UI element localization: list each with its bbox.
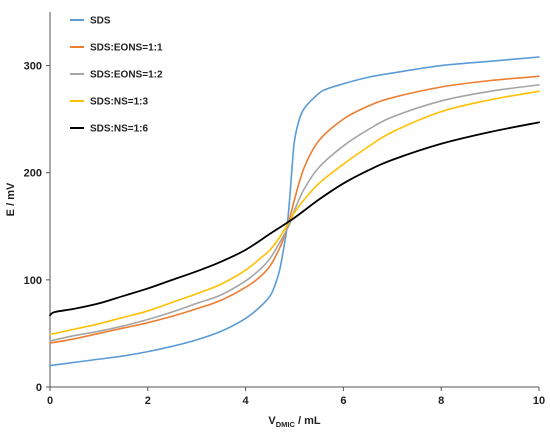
y-tick-label: 200: [24, 168, 42, 180]
legend-item: SDS:EONS=1:1: [70, 43, 163, 54]
y-ticks: 0 100 200 300: [24, 61, 50, 394]
x-tick-label: 0: [47, 395, 53, 407]
series-line-1: [49, 56, 540, 367]
series-line-4: [49, 90, 540, 336]
x-tick-label: 6: [340, 395, 346, 407]
x-tick-label: 10: [533, 395, 545, 407]
x-axis-label-main: V: [268, 415, 276, 427]
series-line-2: [49, 75, 540, 344]
legend-item: SDS:NS=1:3: [70, 97, 149, 108]
x-tick-label: 2: [145, 395, 151, 407]
y-tick-label: 300: [24, 61, 42, 73]
x-axis-label-unit: / mL: [295, 415, 321, 427]
legend-label: SDS:NS=1:6: [90, 124, 149, 135]
legend-label: SDS: [90, 16, 111, 27]
legend-item: SDS: [70, 16, 111, 27]
series-line-5: [49, 121, 540, 317]
legend-label: SDS:EONS=1:1: [90, 43, 163, 54]
x-tick-label: 8: [438, 395, 444, 407]
x-axis-label: VDMIC / mL: [268, 415, 320, 429]
legend: SDS SDS:EONS=1:1 SDS:EONS=1:2 SDS:NS=1:3 SDS…: [70, 16, 163, 135]
legend-label: SDS:NS=1:3: [90, 97, 149, 108]
y-tick-label: 100: [24, 275, 42, 287]
legend-item: SDS:EONS=1:2: [70, 70, 163, 81]
x-ticks: 0 2 4 6 8 10: [47, 387, 545, 407]
x-tick-label: 4: [243, 395, 250, 407]
axes: 0 2 4 6 8 10 0 100 200 300: [24, 12, 545, 407]
x-axis-label-subscript: DMIC: [276, 420, 296, 429]
y-axis-label: E / mV: [5, 182, 17, 216]
series-layer: [49, 56, 540, 367]
y-tick-label: 0: [36, 382, 42, 394]
series-line-3: [49, 84, 540, 342]
legend-label: SDS:EONS=1:2: [90, 70, 163, 81]
legend-item: SDS:NS=1:6: [70, 124, 149, 135]
